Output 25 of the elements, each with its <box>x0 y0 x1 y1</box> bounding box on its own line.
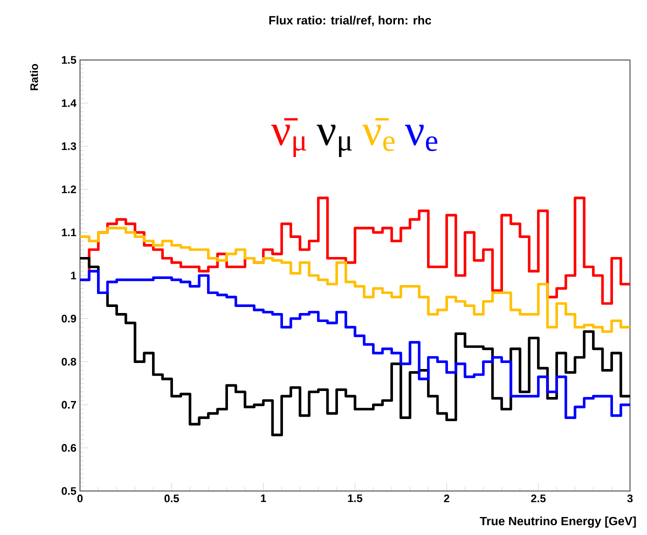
series-label: ν̄$_{μ}$ <box>271 118 306 158</box>
y-tick-label: 1.4 <box>62 99 76 107</box>
y-tick-label: 1.3 <box>62 142 76 150</box>
y-tick-label: 0.8 <box>62 358 76 366</box>
x-tick-label: 2 <box>444 494 450 502</box>
chart-title: Flux ratio: trial/ref, horn: rhc <box>269 16 432 26</box>
y-tick-label: 1 <box>71 272 76 280</box>
y-tick-label: 0.9 <box>62 314 76 322</box>
x-tick-label: 1 <box>260 494 266 502</box>
text: ν̄$_{e}$ <box>362 118 395 152</box>
y-tick-label: 0.6 <box>62 444 76 452</box>
x-tick-label: 0.5 <box>164 494 179 502</box>
x-axis-title: True Neutrino Energy [GeV] <box>480 516 636 528</box>
text: ν$_{μ}$ <box>316 124 352 158</box>
x-tick-label: 3 <box>627 494 633 502</box>
text: ν$_{e}$ <box>405 124 438 152</box>
y-tick-label: 1.1 <box>62 228 76 236</box>
y-tick-label: 1.5 <box>62 56 76 64</box>
y-tick-label: 1.2 <box>62 185 76 194</box>
y-axis-title: Ratio <box>30 64 38 90</box>
x-tick-label: 0 <box>77 494 83 502</box>
y-tick-label: 0.7 <box>62 400 76 409</box>
y-tick-label: 0.5 <box>62 487 76 495</box>
x-tick-label: 2.5 <box>531 494 546 502</box>
x-tick-label: 1.5 <box>348 494 362 502</box>
